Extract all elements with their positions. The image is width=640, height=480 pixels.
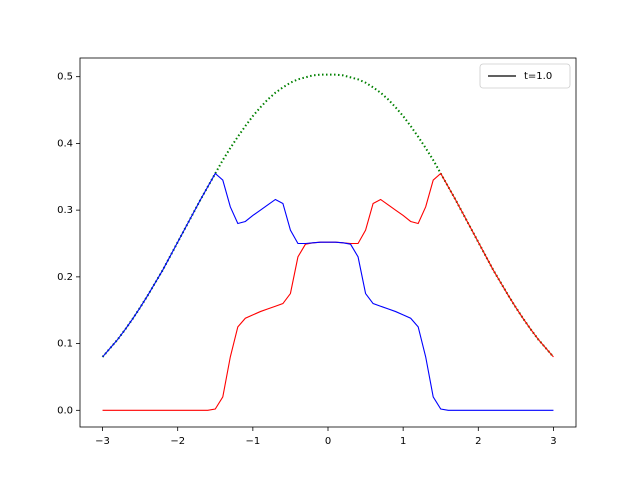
x-tick-label: −1 xyxy=(245,436,260,447)
y-tick-label: 0.0 xyxy=(57,405,73,416)
x-tick-label: −3 xyxy=(95,436,110,447)
legend-label: t=1.0 xyxy=(524,71,552,82)
x-tick-label: −2 xyxy=(170,436,185,447)
y-tick-label: 0.5 xyxy=(57,72,73,83)
x-tick-label: 2 xyxy=(475,436,481,447)
x-tick-label: 1 xyxy=(400,436,406,447)
legend-box xyxy=(479,63,571,89)
series-line xyxy=(102,172,554,411)
y-tick-label: 0.2 xyxy=(57,272,73,283)
y-tick-label: 0.3 xyxy=(57,205,73,216)
plot-frame xyxy=(79,57,577,428)
y-tick-label: 0.1 xyxy=(57,339,73,350)
x-tick-label: 0 xyxy=(325,436,331,447)
y-tick-label: 0.4 xyxy=(57,138,73,149)
x-tick-label: 3 xyxy=(550,436,556,447)
